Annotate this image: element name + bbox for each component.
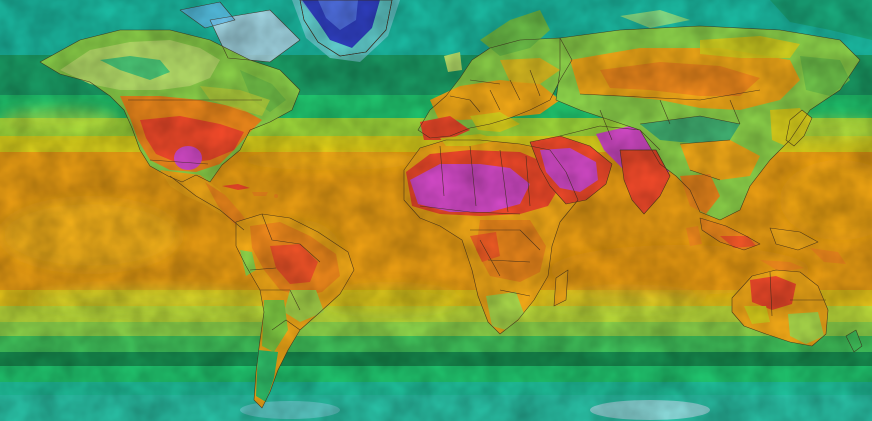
country-borders	[39, 0, 863, 409]
